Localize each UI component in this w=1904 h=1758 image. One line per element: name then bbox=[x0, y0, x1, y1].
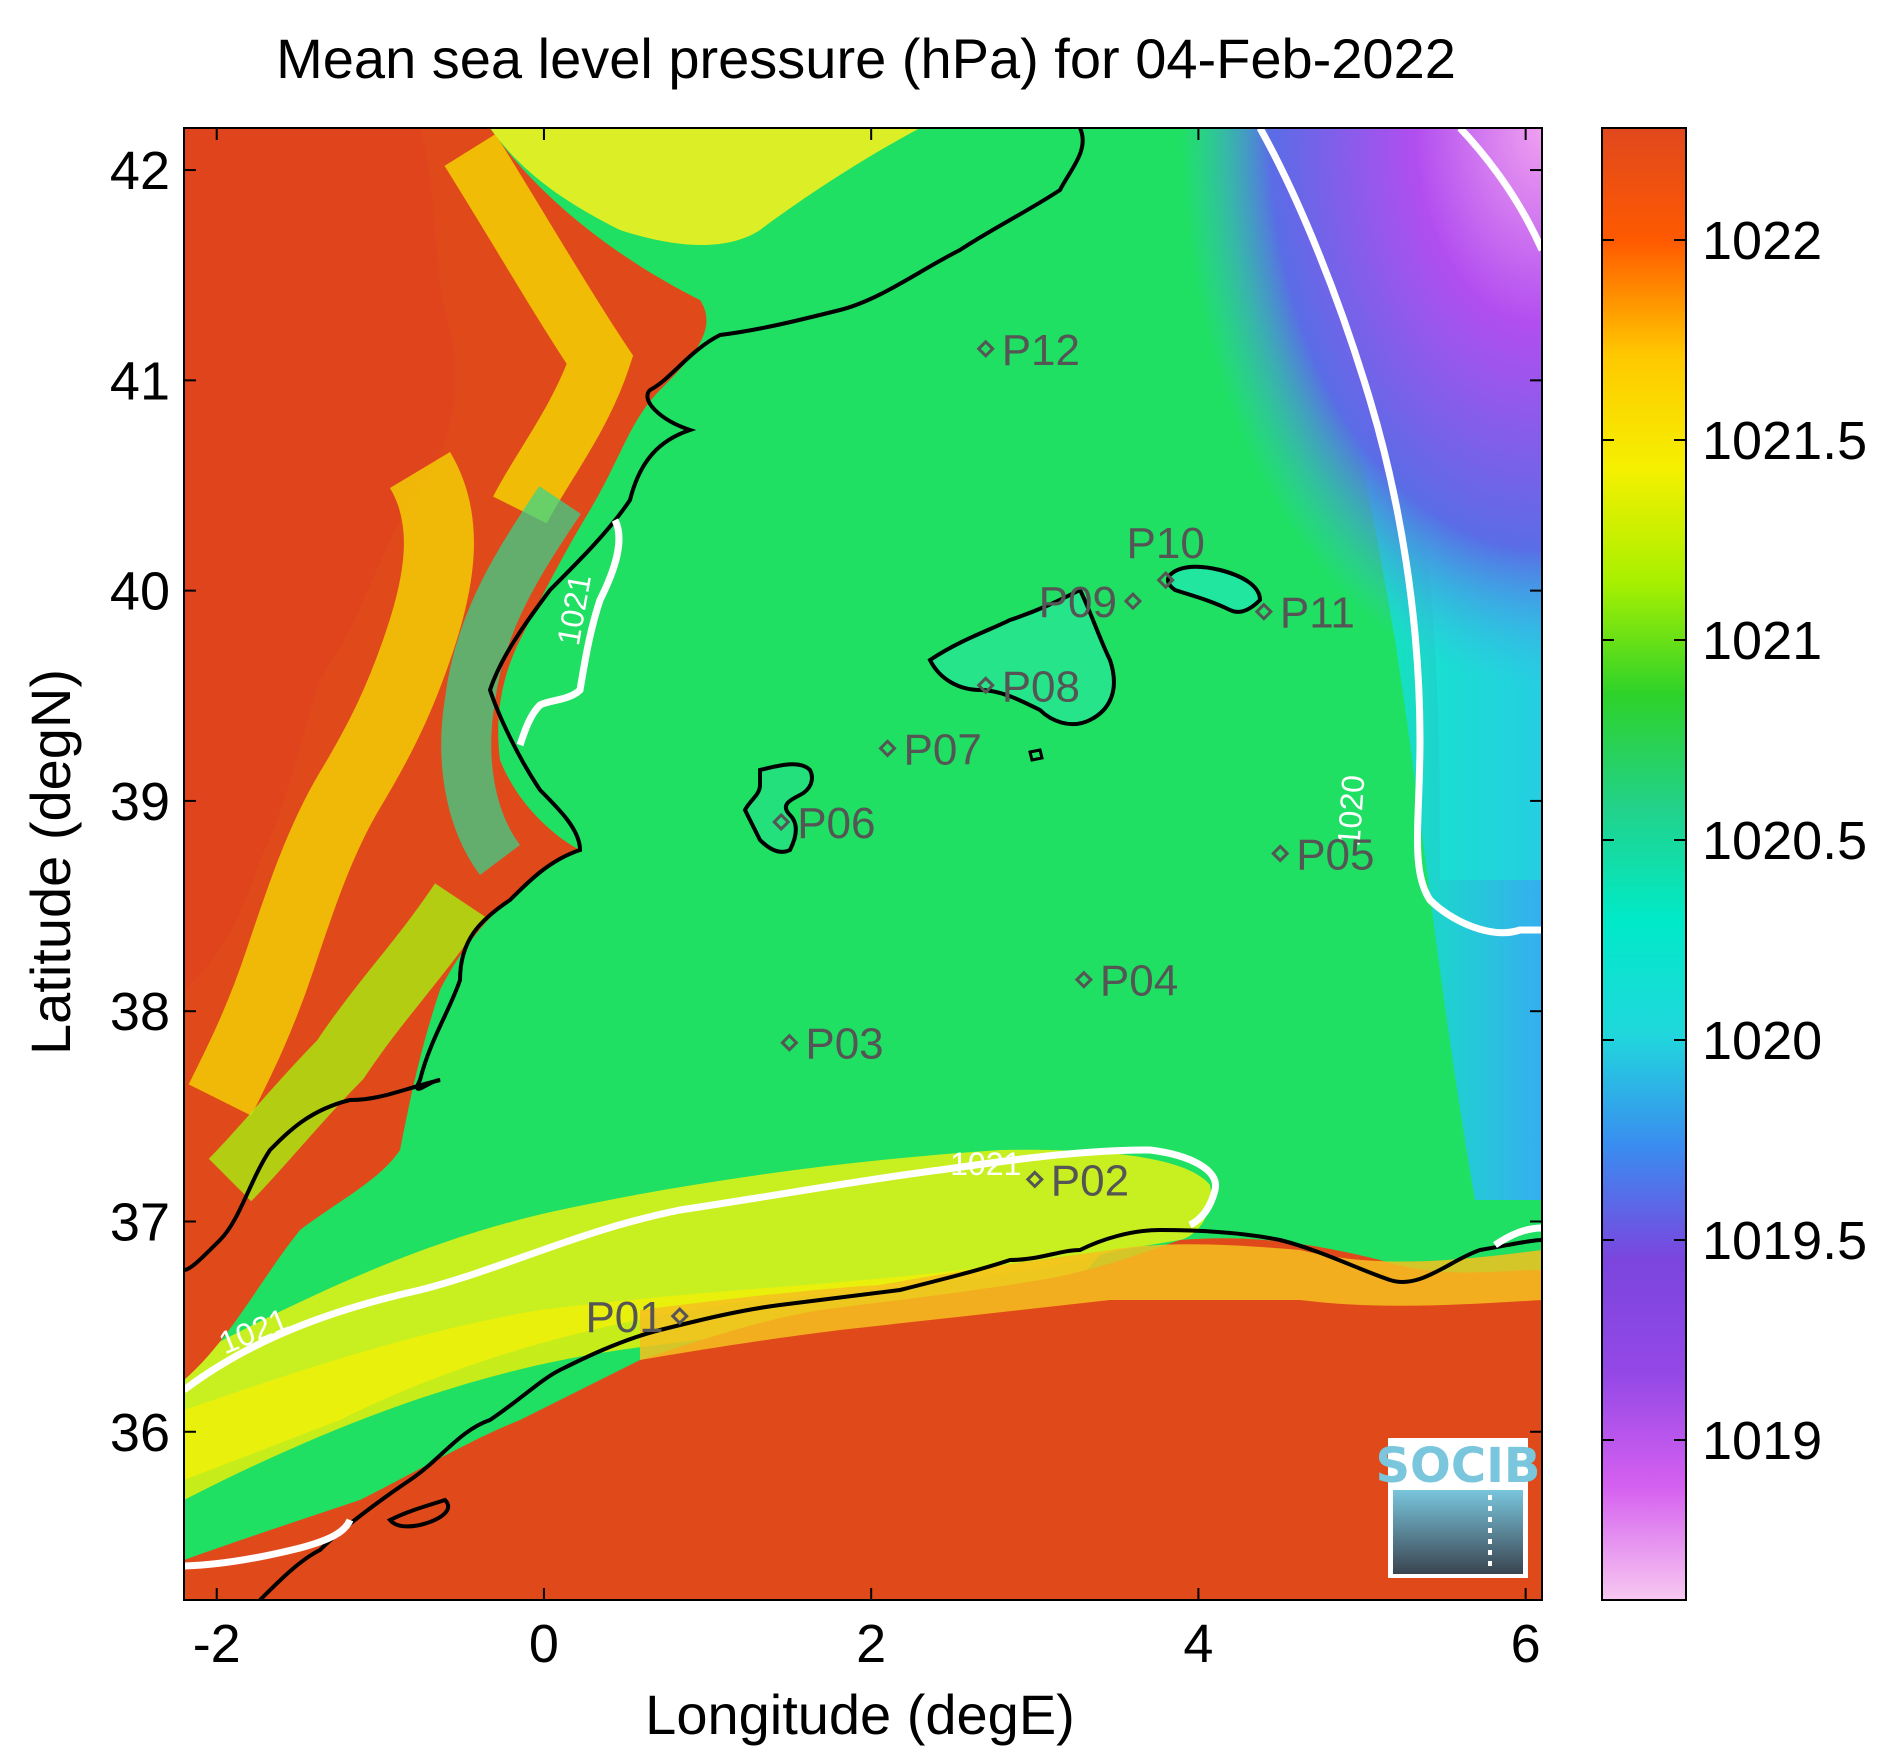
station-marker bbox=[1074, 970, 1094, 989]
menorca-island bbox=[1165, 564, 1263, 614]
station-marker bbox=[772, 812, 791, 832]
colorbar-tick-label: 1021.5 bbox=[1702, 411, 1867, 471]
contour-label: 1020 bbox=[1331, 774, 1372, 848]
station-label: P02 bbox=[1051, 1156, 1129, 1205]
y-tick-label: 37 bbox=[110, 1192, 170, 1252]
station-label: P03 bbox=[805, 1020, 883, 1069]
y-tick-label: 38 bbox=[110, 982, 170, 1042]
y-tick-label: 36 bbox=[110, 1403, 170, 1463]
african-coastline bbox=[258, 1227, 1542, 1600]
logo-text: SOCIB bbox=[1375, 1438, 1540, 1494]
y-axis-ticks: 36 37 38 39 40 41 42 bbox=[110, 141, 1542, 1463]
logo-water bbox=[1393, 1490, 1523, 1574]
alboran-islet bbox=[386, 1497, 451, 1529]
station-label: P11 bbox=[1280, 589, 1355, 638]
y-tick-label: 41 bbox=[110, 351, 170, 411]
x-tick-label: 0 bbox=[529, 1614, 559, 1674]
station-marker bbox=[1025, 1170, 1044, 1189]
x-tick-label: 2 bbox=[856, 1614, 886, 1674]
station-label: P06 bbox=[797, 799, 875, 848]
station-marker bbox=[1254, 602, 1273, 621]
socib-logo: SOCIB bbox=[1375, 1438, 1541, 1578]
y-tick-label: 39 bbox=[110, 772, 170, 832]
colorbar-tick-label: 1020.5 bbox=[1702, 811, 1867, 871]
contour-1020-east bbox=[1256, 128, 1542, 937]
station-marker bbox=[670, 1306, 689, 1326]
y-tick-label: 42 bbox=[110, 141, 170, 201]
colorbar-tick-label: 1022 bbox=[1702, 211, 1822, 271]
station-marker bbox=[780, 1033, 799, 1052]
x-axis-ticks: -2 0 2 4 6 bbox=[193, 128, 1541, 1674]
station-label: P04 bbox=[1100, 957, 1178, 1006]
x-tick-label: 6 bbox=[1511, 1614, 1541, 1674]
ibiza-island bbox=[742, 762, 814, 854]
station-label: P09 bbox=[1039, 578, 1117, 627]
contour-label: 1021 bbox=[950, 1146, 1021, 1182]
colorbar-tick-label: 1020 bbox=[1702, 1011, 1822, 1071]
chart-title: Mean sea level pressure (hPa) for 04-Feb… bbox=[276, 27, 1456, 90]
plot-frame bbox=[183, 127, 1543, 1601]
station-marker bbox=[1156, 570, 1175, 590]
station-label: P07 bbox=[904, 725, 982, 774]
station-marker bbox=[976, 676, 995, 695]
station-label: P05 bbox=[1296, 830, 1374, 879]
colorbar-tick-label: 1021 bbox=[1702, 611, 1822, 671]
north-africa-landmass bbox=[184, 1238, 1542, 1600]
y-axis-label: Latitude (degN) bbox=[19, 669, 82, 1055]
station-marker bbox=[1271, 844, 1290, 863]
station-label: P08 bbox=[1002, 662, 1080, 711]
cabrera-island bbox=[1028, 748, 1044, 762]
station-label: P10 bbox=[1127, 519, 1205, 568]
x-tick-label: 4 bbox=[1183, 1614, 1213, 1674]
station-marker bbox=[976, 339, 995, 358]
contour-1021-south bbox=[184, 1146, 1219, 1393]
contour-1020-corner bbox=[1457, 128, 1542, 252]
colorbar-ticks: 1019 1019.5 1020 1020.5 1021 1021.5 1022 bbox=[1602, 211, 1867, 1471]
station-label: P01 bbox=[585, 1293, 663, 1342]
y-tick-label: 40 bbox=[110, 562, 170, 622]
station-marker bbox=[1123, 592, 1143, 611]
x-tick-label: -2 bbox=[193, 1614, 241, 1674]
station-label: P12 bbox=[1002, 326, 1080, 375]
station-marker bbox=[878, 739, 897, 758]
contour-1021-southwest bbox=[184, 1518, 354, 1570]
contour-1021-west bbox=[516, 518, 623, 747]
colorbar-tick-label: 1019.5 bbox=[1702, 1211, 1867, 1271]
contour-1021-southeast bbox=[1493, 1224, 1542, 1248]
x-axis-label: Longitude (degE) bbox=[645, 1683, 1075, 1746]
high-pressure-band bbox=[184, 1149, 1211, 1480]
colorbar-tick-label: 1019 bbox=[1702, 1411, 1822, 1471]
iberian-coastline bbox=[184, 128, 1085, 1272]
colorbar bbox=[1601, 127, 1687, 1601]
iberia-inland bbox=[184, 128, 456, 990]
